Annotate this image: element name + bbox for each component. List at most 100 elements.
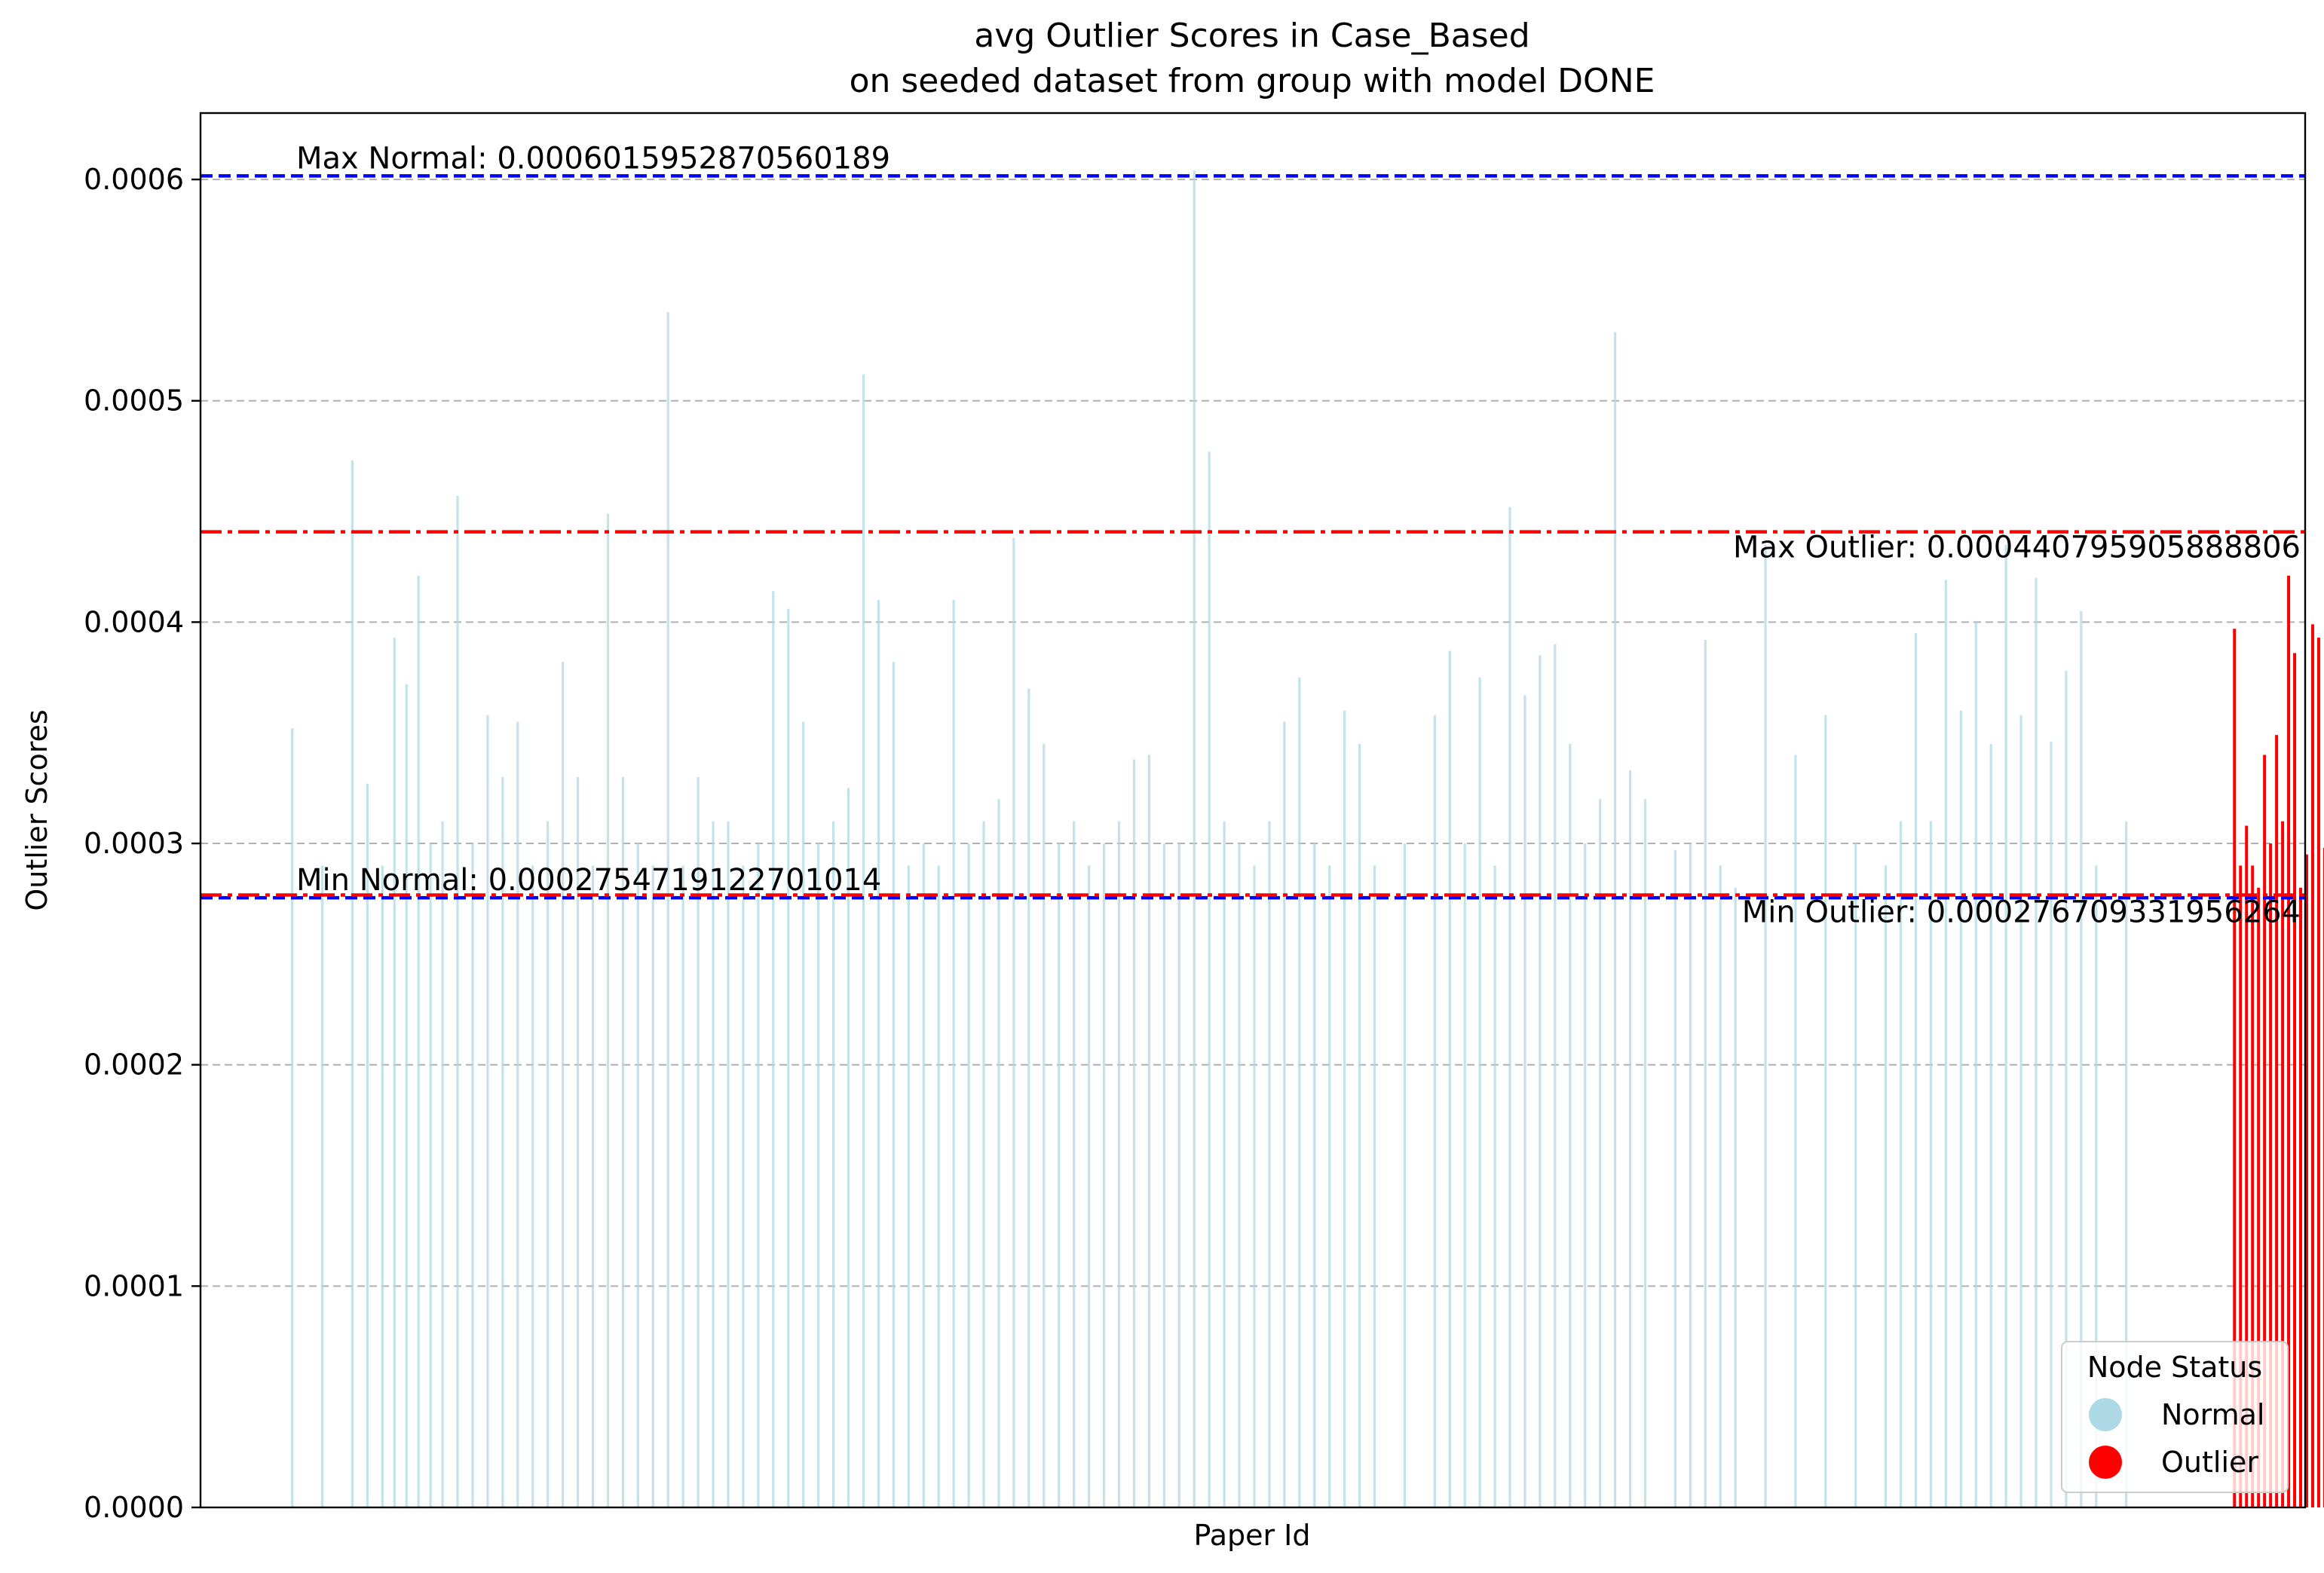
outlier-bar (2322, 847, 2324, 1507)
normal-bar (697, 776, 700, 1507)
normal-bar (666, 312, 669, 1508)
y-gridlines (201, 179, 2305, 1287)
normal-bar (547, 821, 550, 1507)
normal-bar (1884, 865, 1888, 1507)
normal-bar (1088, 865, 1091, 1507)
outlier-bar (2275, 735, 2279, 1508)
normal-bar (1959, 710, 1962, 1507)
normal-bar (681, 865, 684, 1507)
normal-bar (1899, 821, 1903, 1507)
normal-bar (1162, 843, 1165, 1507)
normal-bar (351, 461, 354, 1507)
y-tick-label: 0.0002 (84, 1048, 184, 1082)
normal-bar (320, 865, 324, 1507)
normal-bar (1554, 644, 1557, 1507)
normal-bar (1403, 843, 1407, 1507)
normal-bar (1914, 633, 1918, 1507)
normal-bar (1523, 695, 1526, 1508)
chart-title-line1: avg Outlier Scores in Case_Based (974, 17, 1529, 55)
normal-bar (1584, 843, 1587, 1507)
normal-bar (802, 721, 805, 1507)
normal-bar (471, 843, 474, 1507)
normal-bar (1283, 721, 1286, 1507)
normal-bar (1117, 821, 1121, 1507)
normal-bar (757, 843, 760, 1507)
normal-bar (441, 821, 444, 1507)
outlier-bar (2304, 854, 2308, 1507)
outlier-bar (2245, 825, 2249, 1507)
normal-bar (1854, 843, 1857, 1507)
normal-bar (562, 662, 565, 1508)
legend-title: Node Status (2087, 1351, 2262, 1384)
normal-bar (1764, 544, 1767, 1507)
normal-bar (291, 728, 294, 1508)
normal-bar (1343, 710, 1346, 1507)
normal-bar (591, 865, 595, 1507)
normal-bar (1673, 849, 1676, 1507)
normal-bar (393, 637, 396, 1507)
normal-bar (405, 684, 408, 1507)
normal-bar (1223, 821, 1226, 1507)
outlier-bar (2316, 637, 2320, 1507)
normal-bar (1253, 865, 1256, 1507)
normal-bar (862, 374, 865, 1507)
normal-bar (1734, 887, 1737, 1507)
normal-bar (1974, 622, 1977, 1507)
normal-bar (772, 591, 775, 1508)
normal-bar (1238, 843, 1241, 1507)
normal-bar (486, 715, 489, 1507)
legend-outlier-marker (2089, 1446, 2122, 1479)
y-tick-label: 0.0000 (84, 1491, 184, 1524)
min-normal-annotation: Min Normal: 0.0002754719122701014 (296, 863, 881, 898)
normal-bar (2125, 821, 2128, 1507)
outlier-bar (2287, 575, 2291, 1507)
normal-bar (456, 496, 459, 1507)
normal-bar (712, 821, 715, 1507)
normal-bar (967, 843, 970, 1507)
normal-bar (1102, 843, 1106, 1507)
normal-bar (1268, 821, 1271, 1507)
normal-bar (877, 600, 880, 1507)
normal-bar (1628, 770, 1632, 1507)
normal-bar (1599, 799, 1602, 1507)
bars-group (291, 170, 2324, 1508)
normal-bar (1208, 451, 1211, 1508)
normal-bar (651, 865, 654, 1507)
normal-bar (531, 865, 534, 1507)
y-tick-label: 0.0005 (84, 384, 184, 418)
normal-bar (1027, 688, 1030, 1507)
y-tick-label: 0.0003 (84, 827, 184, 860)
legend-outlier-label: Outlier (2161, 1446, 2258, 1479)
normal-bar (1193, 170, 1196, 1507)
normal-bar (1824, 715, 1827, 1507)
normal-bar (1012, 537, 1015, 1507)
normal-bar (2095, 865, 2098, 1507)
normal-bar (501, 776, 504, 1507)
legend: Node Status Normal Outlier (2061, 1341, 2289, 1493)
normal-bar (1448, 650, 1451, 1507)
outlier-bar (2293, 653, 2297, 1507)
normal-bar (606, 513, 610, 1507)
normal-bar (922, 843, 925, 1507)
outlier-bar (2251, 865, 2255, 1507)
outlier-bar (2239, 865, 2243, 1507)
normal-bar (2004, 544, 2007, 1507)
x-axis-label: Paper Id (1193, 1519, 1310, 1552)
normal-bar (1704, 639, 1707, 1507)
outlier-bar (2310, 624, 2314, 1508)
normal-bar (2080, 611, 2083, 1507)
normal-bar (1493, 865, 1496, 1507)
normal-bar (2065, 671, 2068, 1507)
normal-bar (576, 776, 580, 1507)
normal-bar (1433, 715, 1436, 1507)
normal-bar (997, 799, 1000, 1507)
normal-bar (1147, 754, 1150, 1507)
outlier-bar (2269, 843, 2273, 1507)
normal-bar (1508, 506, 1511, 1507)
normal-bar (1373, 865, 1376, 1507)
outlier-bar (2233, 629, 2237, 1508)
normal-bar (1298, 677, 1301, 1507)
normal-bar (937, 865, 940, 1507)
outlier-bar (2257, 887, 2261, 1507)
normal-bar (1073, 821, 1076, 1507)
